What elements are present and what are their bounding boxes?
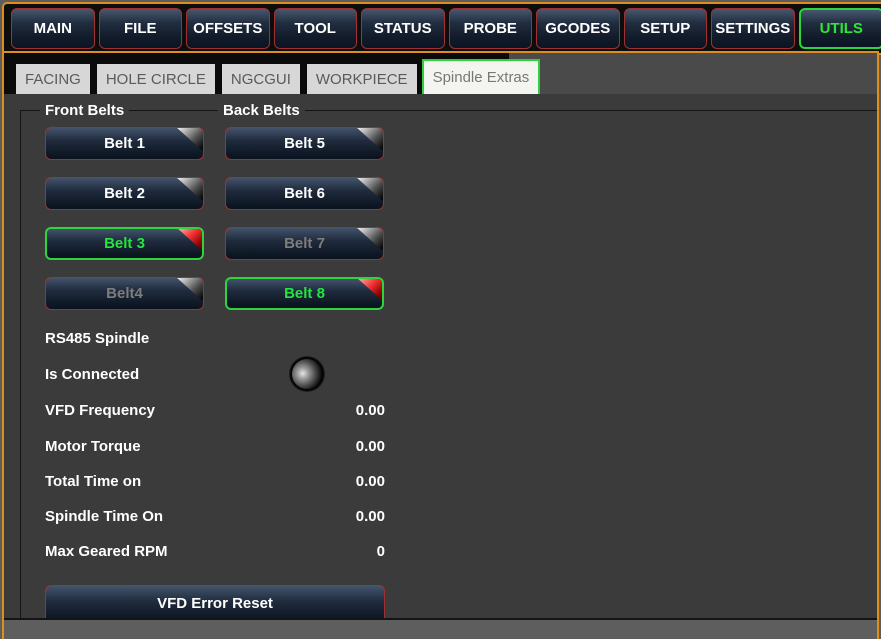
nav-offsets[interactable]: OFFSETS [186,8,270,49]
belt-1-button[interactable]: Belt 1 [45,127,204,160]
spindle-time-on-value: 0.00 [355,508,385,525]
vfd-error-reset-button[interactable]: VFD Error Reset [45,585,385,618]
motor-torque-row: Motor Torque 0.00 [45,437,385,456]
belt-8-button[interactable]: Belt 8 [225,277,384,310]
belt-8-label: Belt 8 [284,285,325,302]
total-time-on-value: 0.00 [355,473,385,490]
corner-fold-icon [176,229,202,252]
corner-fold-icon [176,178,203,202]
nav-main[interactable]: MAIN [11,8,95,49]
utils-tabs: FACING HOLE CIRCLE NGCGUI WORKPIECE Spin… [14,53,541,94]
nav-setup[interactable]: SETUP [623,8,707,49]
nav-probe[interactable]: PROBE [448,8,532,49]
max-geared-rpm-row: Max Geared RPM 0 [45,542,385,561]
belt-5-label: Belt 5 [284,135,325,152]
top-nav-bar: MAIN FILE OFFSETS TOOL STATUS PROBE GCOD… [2,2,881,55]
max-geared-rpm-label: Max Geared RPM [45,543,168,560]
motor-torque-value: 0.00 [355,438,385,455]
utils-panel: FACING HOLE CIRCLE NGCGUI WORKPIECE Spin… [2,51,879,639]
belt-1-label: Belt 1 [104,135,145,152]
corner-fold-icon [176,128,203,152]
belt-2-button[interactable]: Belt 2 [45,177,204,210]
is-connected-label: Is Connected [45,366,140,383]
belt-7-button[interactable]: Belt 7 [225,227,384,260]
belt-4-button[interactable]: Belt4 [45,277,204,310]
vfd-frequency-row: VFD Frequency 0.00 [45,401,385,420]
tab-hole-circle[interactable]: HOLE CIRCLE [94,62,217,94]
corner-fold-icon [356,279,382,302]
bottom-strip [4,618,877,639]
tab-workpiece[interactable]: WORKPIECE [304,62,419,94]
corner-fold-icon [356,228,383,252]
connection-led-indicator [290,357,324,391]
nav-gcodes[interactable]: GCODES [536,8,620,49]
spindle-time-on-label: Spindle Time On [45,508,164,525]
belt-4-label: Belt4 [106,285,143,302]
nav-utils[interactable]: UTILS [798,8,881,49]
corner-fold-icon [176,278,203,302]
max-geared-rpm-value: 0 [376,543,385,560]
tab-ngcgui[interactable]: NGCGUI [219,62,302,94]
front-belts-group-title: Front Belts [40,101,130,120]
corner-fold-icon [356,128,383,152]
belt-6-label: Belt 6 [284,185,325,202]
belt-3-button[interactable]: Belt 3 [45,227,204,260]
belt-5-button[interactable]: Belt 5 [225,127,384,160]
nav-status[interactable]: STATUS [361,8,445,49]
nav-file[interactable]: FILE [98,8,182,49]
tab-facing[interactable]: FACING [14,62,92,94]
total-time-on-row: Total Time on 0.00 [45,472,385,491]
groupbox-left-border [20,110,21,618]
back-belts-group-title: Back Belts [218,101,305,120]
tab-spindle-extras[interactable]: Spindle Extras [421,59,541,94]
corner-fold-icon [356,178,383,202]
nav-settings[interactable]: SETTINGS [711,8,795,49]
motor-torque-label: Motor Torque [45,438,141,455]
vfd-frequency-label: VFD Frequency [45,402,156,419]
spindle-extras-pane: Front Belts Back Belts Belt 1 Belt 2 Bel… [4,94,877,618]
belt-6-button[interactable]: Belt 6 [225,177,384,210]
vfd-frequency-value: 0.00 [355,402,385,419]
total-time-on-label: Total Time on [45,473,142,490]
groupbox-top-border [20,110,877,111]
spindle-time-on-row: Spindle Time On 0.00 [45,507,385,526]
belt-2-label: Belt 2 [104,185,145,202]
rs485-spindle-title: RS485 Spindle [45,330,150,347]
nav-tool[interactable]: TOOL [273,8,357,49]
utils-tab-strip: FACING HOLE CIRCLE NGCGUI WORKPIECE Spin… [4,53,877,94]
belt-7-label: Belt 7 [284,235,325,252]
belt-3-label: Belt 3 [104,235,145,252]
